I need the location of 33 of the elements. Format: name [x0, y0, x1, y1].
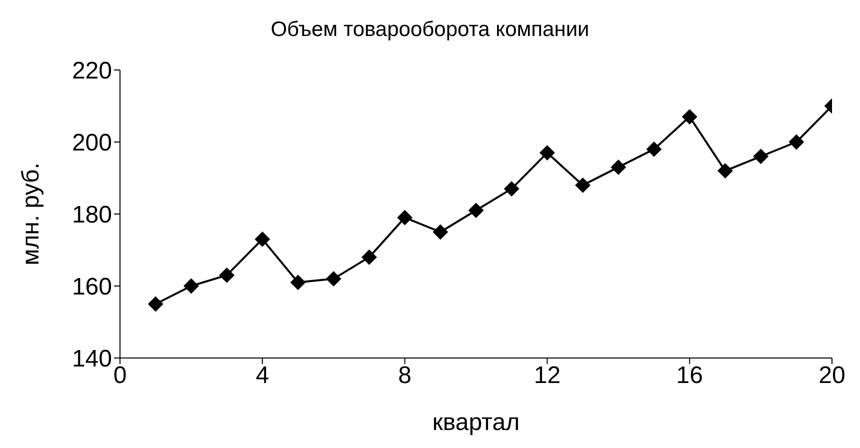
point [753, 148, 768, 164]
point [219, 268, 234, 283]
x-tick-label: 0 [113, 362, 127, 390]
point [682, 109, 698, 124]
point [646, 142, 662, 157]
point [788, 134, 804, 150]
point [290, 274, 306, 290]
point [468, 202, 484, 218]
y-tick-label: 180 [72, 202, 112, 229]
point [718, 163, 733, 178]
point [397, 210, 412, 226]
y-tick-label: 160 [72, 274, 112, 301]
y-tick-label: 140 [72, 346, 112, 373]
point [432, 224, 448, 240]
point [540, 145, 555, 160]
point [504, 181, 520, 196]
chart-title: Объем товарооборота компании [270, 18, 590, 42]
x-tick-label: 16 [676, 362, 703, 390]
x-tick-label: 4 [256, 362, 270, 390]
y-tick-label: 200 [72, 130, 112, 157]
x-tick-label: 20 [818, 362, 846, 390]
y-tick-label: 220 [72, 58, 112, 85]
point [148, 296, 164, 312]
x-axis-title: квартал [432, 409, 520, 436]
x-tick-label: 12 [534, 362, 561, 390]
point [362, 250, 377, 265]
x-tick-label: 8 [398, 362, 412, 390]
y-axis-title: млн. руб. [18, 162, 45, 266]
point [254, 232, 270, 247]
point [610, 160, 626, 175]
point [184, 278, 199, 294]
point [326, 271, 342, 286]
point [575, 178, 590, 193]
